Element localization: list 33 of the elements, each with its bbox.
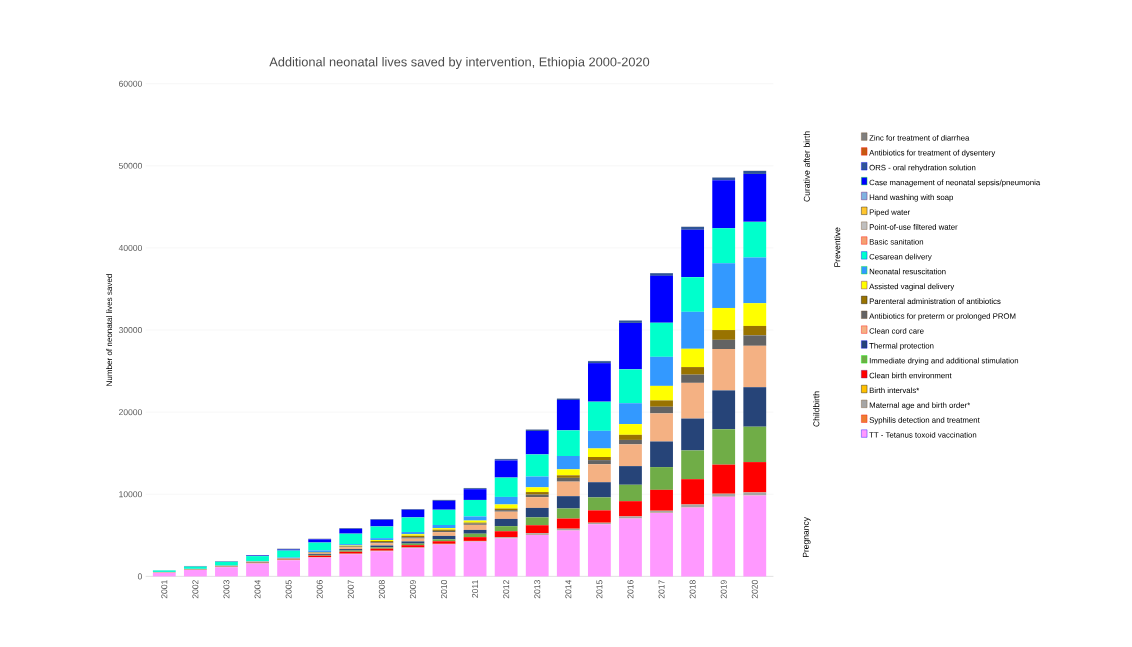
- x-tick-label: 2004: [254, 580, 261, 599]
- x-tick-label: 2007: [347, 580, 354, 599]
- y-tick-label: 0: [137, 573, 142, 580]
- y-tick-label: 20000: [119, 409, 142, 416]
- y-tick-label: 60000: [119, 80, 142, 87]
- x-tick-label: 2017: [658, 580, 665, 599]
- chart-title: Additional neonatal lives saved by intervention, Ethiopia 2000-2020: [269, 57, 650, 70]
- x-tick-label: 2006: [316, 580, 323, 599]
- x-tick-label: 2010: [440, 580, 448, 599]
- x-tick-label: 2003: [223, 580, 230, 599]
- text: Pregnancy: [802, 517, 811, 558]
- x-tick-label: 2013: [534, 580, 541, 599]
- y-tick-label: 40000: [118, 245, 142, 252]
- text: Childbirth: [813, 391, 820, 427]
- x-tick-label: 2011: [472, 580, 479, 598]
- y-tick-label: 10000: [119, 491, 142, 498]
- x-tick-label: 2014: [565, 580, 572, 599]
- y-tick-label: 50000: [118, 162, 142, 169]
- x-tick-label: 2009: [409, 580, 416, 599]
- y-tick-label: 30000: [118, 327, 142, 334]
- y-axis-title: Number of neonatal lives saved: [106, 274, 113, 386]
- x-tick-label: 2015: [596, 580, 603, 599]
- x-tick-label: 2012: [503, 580, 510, 599]
- x-tick-label: 2005: [285, 580, 292, 599]
- x-tick-label: 2018: [689, 580, 696, 599]
- x-tick-label: 2002: [192, 580, 199, 599]
- x-tick-label: 2020: [751, 580, 758, 599]
- text: Curative after birth: [803, 131, 810, 202]
- text: Preventive: [834, 227, 841, 267]
- x-tick-label: 2008: [378, 580, 385, 599]
- x-tick-label: 2001: [161, 580, 168, 599]
- x-tick-label: 2016: [627, 580, 634, 599]
- x-tick-label: 2019: [720, 580, 727, 599]
